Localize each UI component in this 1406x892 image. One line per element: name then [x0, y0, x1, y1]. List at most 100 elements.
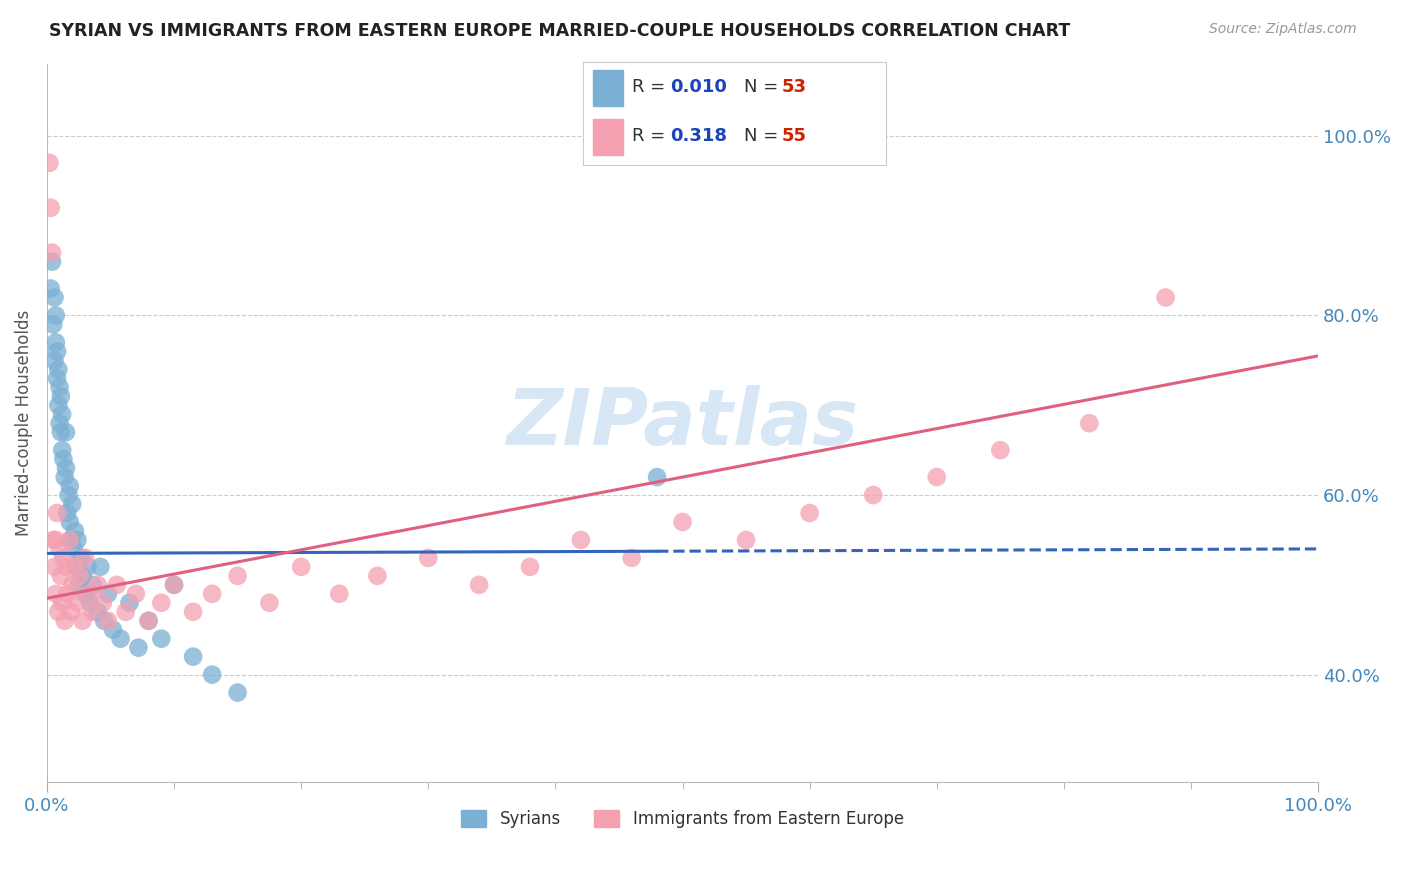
Point — [105, 578, 128, 592]
Point — [73, 587, 96, 601]
Point — [163, 578, 186, 592]
Point — [181, 605, 204, 619]
Point — [163, 578, 186, 592]
Point — [290, 559, 312, 574]
Point — [138, 614, 160, 628]
Point — [671, 515, 693, 529]
Point — [799, 506, 821, 520]
Point — [51, 596, 73, 610]
Text: SYRIAN VS IMMIGRANTS FROM EASTERN EUROPE MARRIED-COUPLE HOUSEHOLDS CORRELATION C: SYRIAN VS IMMIGRANTS FROM EASTERN EUROPE… — [49, 22, 1070, 40]
Point — [127, 640, 149, 655]
Point — [39, 281, 62, 295]
Point — [48, 380, 70, 394]
Point — [45, 335, 67, 350]
Point — [67, 578, 90, 592]
Point — [72, 569, 94, 583]
Point — [82, 605, 104, 619]
Text: 55: 55 — [782, 128, 807, 145]
Text: Source: ZipAtlas.com: Source: ZipAtlas.com — [1209, 22, 1357, 37]
Point — [60, 497, 83, 511]
Point — [60, 605, 83, 619]
Point — [468, 578, 491, 592]
Point — [259, 596, 281, 610]
Point — [38, 156, 60, 170]
Point — [87, 605, 110, 619]
Point — [52, 452, 75, 467]
Point — [56, 587, 79, 601]
Point — [862, 488, 884, 502]
Point — [82, 578, 104, 592]
Text: 53: 53 — [782, 78, 807, 96]
Point — [79, 596, 101, 610]
Point — [63, 524, 86, 538]
Point — [42, 533, 65, 547]
Point — [125, 587, 148, 601]
Point — [110, 632, 132, 646]
Point — [46, 398, 69, 412]
Point — [59, 479, 82, 493]
Point — [48, 541, 70, 556]
Point — [87, 578, 110, 592]
Point — [925, 470, 948, 484]
Point — [51, 407, 73, 421]
Point — [72, 614, 94, 628]
Bar — [592, 119, 623, 155]
Legend: Syrians, Immigrants from Eastern Europe: Syrians, Immigrants from Eastern Europe — [454, 804, 910, 835]
Point — [70, 550, 93, 565]
Point — [97, 614, 120, 628]
Point — [53, 470, 76, 484]
Point — [118, 596, 141, 610]
Point — [56, 506, 79, 520]
Y-axis label: Married-couple Households: Married-couple Households — [15, 310, 32, 536]
Point — [44, 291, 66, 305]
Point — [201, 587, 224, 601]
Point — [1078, 416, 1101, 430]
Point — [39, 201, 62, 215]
Point — [181, 649, 204, 664]
Point — [73, 550, 96, 565]
Point — [735, 533, 758, 547]
Point — [138, 614, 160, 628]
Point — [226, 569, 249, 583]
Point — [41, 245, 63, 260]
Point — [114, 605, 136, 619]
Point — [69, 569, 91, 583]
Point — [366, 569, 388, 583]
Text: R =: R = — [631, 128, 671, 145]
Point — [91, 596, 114, 610]
Point — [93, 614, 115, 628]
Point — [46, 344, 69, 359]
Bar — [592, 70, 623, 105]
Point — [519, 559, 541, 574]
Point — [328, 587, 350, 601]
Point — [46, 371, 69, 385]
Point — [150, 632, 173, 646]
Point — [52, 550, 75, 565]
Point — [66, 596, 89, 610]
Point — [55, 461, 77, 475]
Point — [62, 541, 84, 556]
Point — [418, 550, 440, 565]
Point — [46, 362, 69, 376]
Point — [150, 596, 173, 610]
Point — [569, 533, 592, 547]
Text: N =: N = — [744, 128, 783, 145]
Point — [226, 685, 249, 699]
Point — [63, 559, 86, 574]
Text: 0.010: 0.010 — [669, 78, 727, 96]
Point — [55, 425, 77, 440]
Point — [89, 559, 111, 574]
Point — [45, 309, 67, 323]
Point — [44, 353, 66, 368]
Point — [42, 318, 65, 332]
Point — [1154, 291, 1177, 305]
Text: ZIPatlas: ZIPatlas — [506, 385, 859, 461]
Point — [60, 533, 83, 547]
Point — [60, 578, 83, 592]
Point — [53, 614, 76, 628]
Text: 0.318: 0.318 — [669, 128, 727, 145]
Point — [49, 425, 72, 440]
Point — [44, 559, 66, 574]
Point — [988, 443, 1011, 458]
Point — [55, 559, 77, 574]
